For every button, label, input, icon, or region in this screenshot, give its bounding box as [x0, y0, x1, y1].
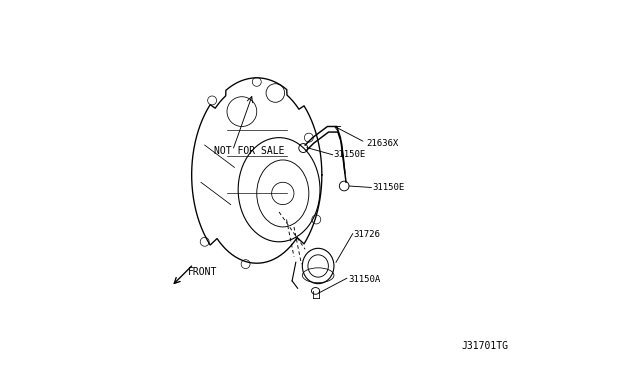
Text: 31150A: 31150A	[348, 275, 380, 283]
Text: NOT FOR SALE: NOT FOR SALE	[214, 146, 285, 155]
Text: 31150E: 31150E	[333, 150, 365, 159]
Text: 31150E: 31150E	[372, 183, 404, 192]
Text: 31726: 31726	[353, 230, 380, 239]
Text: J31701TG: J31701TG	[461, 341, 508, 351]
Text: FRONT: FRONT	[188, 267, 218, 276]
Text: 21636X: 21636X	[367, 139, 399, 148]
